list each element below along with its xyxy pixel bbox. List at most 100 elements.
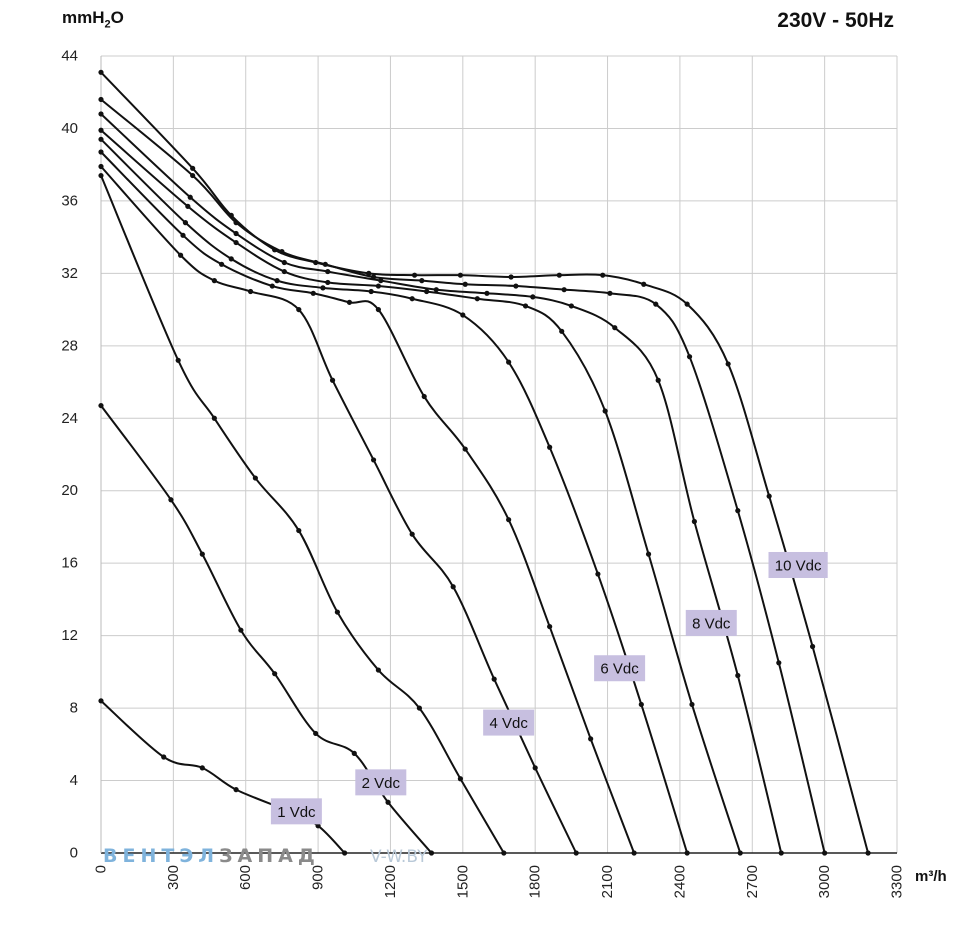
data-point bbox=[281, 259, 287, 266]
data-point bbox=[272, 671, 278, 677]
axes bbox=[100, 56, 897, 854]
data-point bbox=[385, 799, 391, 805]
x-tick-label: 1500 bbox=[454, 865, 471, 898]
data-point bbox=[865, 850, 871, 856]
data-point bbox=[428, 850, 435, 856]
data-point bbox=[375, 283, 381, 289]
series-label-text: 10 Vdc bbox=[775, 557, 822, 574]
series-label-bg bbox=[483, 709, 535, 736]
fan-curve-7 bbox=[100, 129, 742, 854]
data-point bbox=[607, 290, 613, 296]
y-tick-label: 16 bbox=[61, 555, 78, 572]
x-tick-label: 3300 bbox=[889, 865, 906, 898]
data-point bbox=[351, 750, 357, 756]
data-point bbox=[370, 274, 377, 280]
data-point bbox=[161, 754, 167, 760]
y-axis-title: mmH2O bbox=[62, 8, 124, 30]
fan-curve-4 bbox=[100, 165, 578, 854]
data-point bbox=[588, 736, 594, 742]
x-tick-label: 1800 bbox=[527, 865, 544, 898]
data-point bbox=[684, 301, 690, 307]
series-label: 6 Vdc bbox=[594, 655, 646, 682]
series-label-bg bbox=[768, 551, 828, 578]
data-point bbox=[462, 281, 468, 287]
fan-curves bbox=[98, 69, 871, 856]
y-tick-label: 20 bbox=[61, 482, 78, 499]
data-point bbox=[175, 357, 181, 363]
data-point bbox=[508, 274, 514, 280]
fan-curve-6 bbox=[100, 138, 689, 854]
data-point bbox=[484, 290, 490, 296]
data-point bbox=[561, 287, 567, 293]
data-point bbox=[686, 354, 693, 360]
data-point bbox=[522, 303, 529, 309]
y-axis-title-main: mmH bbox=[62, 8, 105, 27]
series-label-bg bbox=[355, 769, 407, 796]
data-point bbox=[98, 698, 104, 704]
data-point bbox=[219, 261, 225, 267]
data-point bbox=[778, 850, 784, 856]
data-point bbox=[274, 278, 280, 284]
data-point bbox=[199, 551, 205, 557]
series-label: 4 Vdc bbox=[483, 709, 535, 736]
data-point bbox=[689, 701, 695, 708]
x-tick-label: 300 bbox=[165, 865, 182, 890]
fan-curve-10 bbox=[100, 71, 870, 854]
data-point bbox=[313, 259, 319, 266]
data-point bbox=[684, 850, 690, 856]
data-point bbox=[547, 623, 553, 630]
data-point bbox=[233, 230, 239, 237]
data-point bbox=[98, 136, 104, 142]
data-point bbox=[190, 172, 196, 179]
data-point bbox=[433, 287, 439, 293]
series-label: 10 Vdc bbox=[768, 551, 828, 578]
data-point bbox=[460, 312, 466, 318]
series-label: 8 Vdc bbox=[685, 609, 737, 636]
data-point bbox=[691, 518, 697, 525]
data-point bbox=[313, 730, 319, 737]
data-point bbox=[421, 393, 427, 400]
data-point bbox=[556, 272, 562, 278]
data-point bbox=[199, 765, 205, 771]
data-point bbox=[178, 252, 184, 258]
data-point bbox=[233, 787, 239, 793]
data-point bbox=[98, 402, 104, 409]
data-point bbox=[809, 643, 816, 650]
data-point bbox=[655, 377, 661, 383]
series-label-bg bbox=[594, 655, 646, 682]
data-point bbox=[342, 850, 348, 856]
data-point bbox=[776, 660, 782, 666]
y-tick-label: 28 bbox=[61, 337, 78, 354]
data-point bbox=[370, 457, 377, 463]
data-point bbox=[737, 850, 743, 856]
data-point bbox=[491, 676, 497, 682]
series-label-text: 4 Vdc bbox=[489, 715, 528, 732]
series-label: 2 Vdc bbox=[355, 769, 407, 796]
y-axis-title-subscript: 2 bbox=[104, 18, 111, 31]
data-point bbox=[98, 111, 104, 117]
data-point bbox=[409, 531, 415, 537]
data-point bbox=[419, 278, 425, 284]
series-label-bg bbox=[685, 609, 737, 636]
data-point bbox=[547, 444, 553, 450]
data-point bbox=[269, 283, 275, 289]
data-point bbox=[315, 823, 321, 829]
data-point bbox=[310, 290, 316, 296]
data-point bbox=[320, 285, 326, 291]
data-point bbox=[211, 415, 217, 421]
data-point bbox=[238, 627, 244, 633]
data-point bbox=[98, 69, 104, 75]
data-point bbox=[822, 850, 828, 856]
series-label-bg bbox=[270, 798, 322, 825]
data-point bbox=[568, 303, 574, 309]
data-point bbox=[638, 701, 644, 708]
x-axis-title: m³/h bbox=[915, 868, 947, 885]
y-tick-label: 32 bbox=[61, 265, 78, 282]
data-point bbox=[411, 272, 418, 278]
tick-labels: 0 300 600 900 1200 1500 1800 2100 2400 2700 3000 33… bbox=[61, 48, 905, 899]
y-tick-label: 44 bbox=[61, 48, 78, 65]
series-labels: 1 Vdc 2 Vdc 4 Vdc 6 Vdc 8 Vdc 10 Vdc bbox=[270, 551, 828, 825]
data-point bbox=[329, 377, 336, 383]
data-point bbox=[375, 667, 381, 673]
data-point bbox=[233, 239, 239, 246]
